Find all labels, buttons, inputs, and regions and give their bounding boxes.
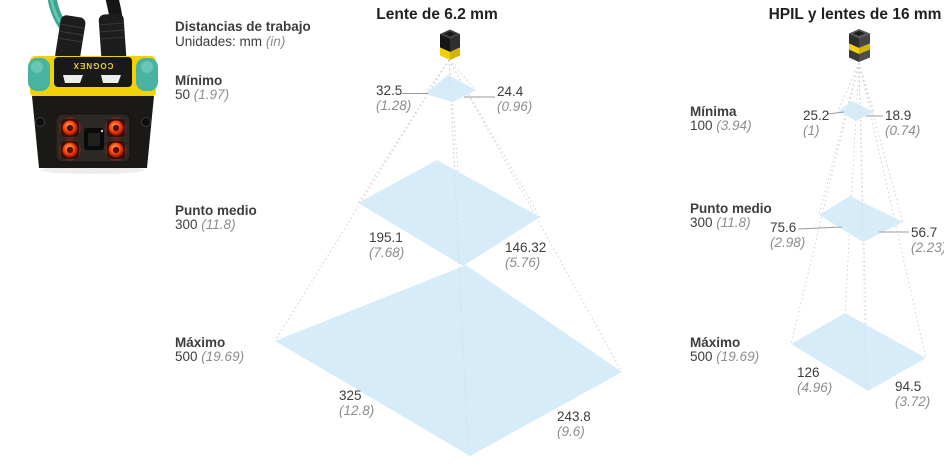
- lens-inner: [88, 133, 100, 146]
- row-label-max-16mm: Máximo: [690, 335, 741, 350]
- teal-cap-right-highlight: [141, 61, 153, 73]
- fov-width-mid-6mm: 195.1 (7.68): [369, 230, 405, 260]
- fov-value: 243.8: [557, 409, 591, 424]
- fov-inches: (4.96): [797, 379, 833, 395]
- teal-cap-left-highlight: [31, 61, 43, 73]
- legend-units-in: (in): [265, 34, 286, 49]
- fov-inches: (12.8): [339, 402, 375, 418]
- row-distance-min-16mm: 100 (3.94): [690, 119, 752, 133]
- distance-value: 50: [175, 87, 191, 102]
- distance-inches: (19.69): [201, 349, 245, 364]
- fov-inches: (2.98): [770, 234, 806, 250]
- fov-width-min-6mm: 32.5 (1.28): [376, 83, 412, 113]
- fov-inches: (0.74): [885, 122, 921, 138]
- row-distance-min-6mm: 50 (1.97): [175, 88, 229, 102]
- optical-axis-6mm: [448, 59, 469, 449]
- fov-inches: (5.76): [505, 254, 541, 270]
- distance-inches: (3.94): [716, 118, 752, 133]
- diagram-title-6mm: Lente de 6.2 mm: [376, 6, 498, 23]
- fov-value: 146.32: [505, 240, 547, 255]
- fov-value: 325: [339, 388, 362, 403]
- diagram-title-16mm: HPIL y lentes de 16 mm: [768, 6, 942, 23]
- left-connector: [55, 15, 86, 63]
- fov-value: 94.5: [895, 379, 922, 394]
- row-label-max-6mm: Máximo: [175, 335, 226, 350]
- fov-width-max-6mm: 325 (12.8): [339, 388, 375, 418]
- fov-plane-mid-16mm: [819, 196, 903, 242]
- row-label-mid-16mm: Punto medio: [690, 201, 772, 216]
- legend-units-mm: Unidades: mm: [175, 34, 263, 49]
- fov-value: 75.6: [770, 220, 797, 235]
- brand-label: COGNEX: [73, 61, 114, 70]
- screw-left: [35, 117, 45, 127]
- distance-inches: (1.97): [193, 87, 230, 102]
- fov-width-min-16mm: 25.2 (1): [803, 108, 830, 138]
- fov-inches: (7.68): [369, 244, 405, 260]
- fov-height-mid-6mm: 146.32 (5.76): [505, 240, 547, 270]
- row-label-min-6mm: Mínimo: [175, 73, 223, 88]
- fov-value: 25.2: [803, 108, 830, 123]
- fov-plane-min-16mm: [838, 101, 874, 121]
- distance-inches: (11.8): [201, 217, 236, 232]
- fov-height-min-16mm: 18.9 (0.74): [885, 108, 921, 138]
- fov-plane-max-16mm: [791, 313, 926, 391]
- fov-inches: (1): [803, 122, 820, 138]
- fov-value: 56.7: [911, 225, 938, 240]
- fov-plane-max-6mm: [275, 265, 622, 456]
- distance-inches: (11.8): [716, 215, 751, 230]
- row-distance-mid-6mm: 300 (11.8): [175, 218, 236, 232]
- fov-inches: (1.28): [376, 97, 412, 113]
- fov-width-mid-16mm: 75.6 (2.98): [770, 220, 806, 250]
- distance-value: 500: [175, 349, 198, 364]
- distance-value: 100: [690, 118, 713, 133]
- optical-axis-16mm: [858, 62, 867, 389]
- distance-value: 300: [690, 215, 713, 230]
- fov-height-max-16mm: 94.5 (3.72): [895, 379, 931, 409]
- fov-value: 18.9: [885, 108, 912, 123]
- label-window-left: [63, 75, 83, 83]
- fov-value: 126: [797, 365, 820, 380]
- row-label-min-16mm: Mínima: [690, 104, 737, 119]
- fov-value: 195.1: [369, 230, 403, 245]
- teal-cable-highlight: [49, 0, 62, 23]
- fov-inches: (3.72): [895, 393, 931, 409]
- illumination-leds: [59, 117, 127, 161]
- dataman-reader-photo: COGNEX: [28, 0, 158, 174]
- row-distance-max-16mm: 500 (19.69): [690, 350, 759, 364]
- row-distance-mid-16mm: 300 (11.8): [690, 216, 751, 230]
- distance-value: 300: [175, 217, 198, 232]
- row-distance-max-6mm: 500 (19.69): [175, 350, 244, 364]
- fov-width-max-16mm: 126 (4.96): [797, 365, 833, 395]
- fov-plane-mid-6mm: [358, 160, 540, 266]
- distance-value: 500: [690, 349, 713, 364]
- fov-height-min-6mm: 24.4 (0.96): [497, 84, 533, 114]
- fov-inches: (9.6): [557, 423, 585, 439]
- reader-icon-16mm: [849, 29, 870, 62]
- right-connector: [98, 13, 127, 63]
- legend-units: Unidades: mm (in): [175, 35, 285, 49]
- fov-height-max-6mm: 243.8 (9.6): [557, 409, 591, 439]
- leader-lines: [402, 93, 909, 233]
- label-window-right: [101, 75, 121, 83]
- shadow: [41, 166, 145, 174]
- lens-glint: [100, 129, 104, 133]
- fov-inches: (0.96): [497, 98, 533, 114]
- fov-plane-min-6mm: [425, 75, 476, 102]
- fov-height-mid-16mm: 56.7 (2.23): [911, 225, 944, 255]
- fov-value: 24.4: [497, 84, 524, 99]
- screw-right: [141, 117, 151, 127]
- reader-icon-6mm: [440, 29, 460, 60]
- legend-title: Distancias de trabajo: [175, 19, 311, 34]
- fov-value: 32.5: [376, 83, 403, 98]
- distance-inches: (19.69): [716, 349, 760, 364]
- row-label-mid-6mm: Punto medio: [175, 203, 257, 218]
- fov-inches: (2.23): [911, 239, 944, 255]
